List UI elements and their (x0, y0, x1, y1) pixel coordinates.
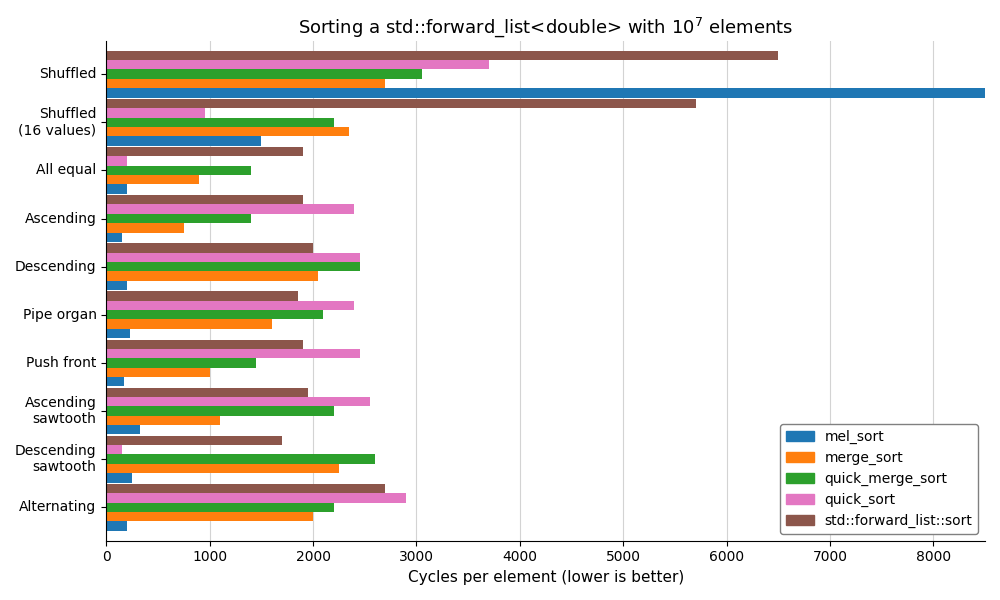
Bar (106, 157, 127, 166)
Bar (106, 388, 308, 397)
Bar (106, 262, 360, 271)
Bar (106, 377, 124, 386)
Bar (106, 454, 375, 464)
Bar (106, 253, 360, 262)
Bar (106, 512, 313, 521)
Bar (106, 310, 323, 319)
Bar (106, 473, 132, 482)
Bar (106, 118, 334, 127)
Bar (106, 340, 303, 349)
Bar (106, 484, 385, 493)
Bar (106, 233, 122, 242)
Bar (106, 436, 282, 445)
Bar (106, 368, 210, 377)
Bar (106, 243, 313, 253)
Bar (106, 319, 272, 329)
Bar (106, 358, 256, 368)
Bar (106, 329, 130, 338)
Bar (106, 195, 303, 205)
Bar (106, 292, 298, 301)
Bar (106, 493, 406, 503)
Bar (106, 521, 127, 530)
Bar (106, 99, 696, 108)
Bar (106, 223, 184, 233)
Bar (106, 175, 199, 184)
Bar (106, 147, 303, 157)
Bar (106, 301, 354, 310)
Bar (106, 214, 251, 223)
Bar (106, 445, 122, 454)
X-axis label: Cycles per element (lower is better): Cycles per element (lower is better) (408, 570, 684, 585)
Bar (106, 166, 251, 175)
Legend: mel_sort, merge_sort, quick_merge_sort, quick_sort, std::forward_list::sort: mel_sort, merge_sort, quick_merge_sort, … (780, 424, 978, 534)
Bar (106, 136, 261, 146)
Bar (106, 416, 220, 425)
Bar (106, 79, 385, 88)
Bar (106, 271, 318, 281)
Bar (106, 406, 334, 416)
Bar (106, 397, 370, 406)
Bar (106, 70, 422, 79)
Bar (106, 88, 985, 98)
Bar (106, 184, 127, 194)
Bar (106, 281, 127, 290)
Bar (106, 108, 205, 118)
Bar (106, 464, 339, 473)
Bar (106, 503, 334, 512)
Bar (106, 349, 360, 358)
Bar (106, 60, 489, 70)
Bar (106, 425, 140, 434)
Bar (106, 205, 354, 214)
Title: Sorting a std::forward_list<double> with 10$^{7}$ elements: Sorting a std::forward_list<double> with… (298, 15, 793, 38)
Bar (106, 127, 349, 136)
Bar (106, 51, 778, 60)
